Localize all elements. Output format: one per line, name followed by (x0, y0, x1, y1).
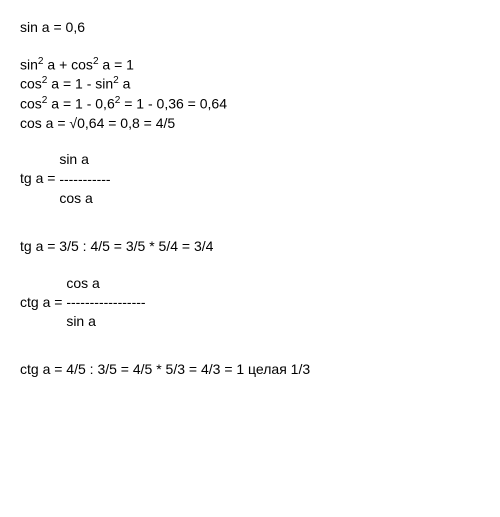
tan-def-label: tg a = (20, 169, 59, 188)
spacer (20, 207, 480, 237)
tan-def-denominator: cos a (59, 188, 92, 207)
spacer (20, 330, 480, 360)
given-line: sin a = 0,6 (20, 18, 480, 37)
tan-calc-line: tg a = 3/5 : 4/5 = 3/5 * 5/4 = 3/4 (20, 237, 480, 256)
cot-def-divider: ----------------- (66, 293, 145, 311)
spacer (20, 256, 480, 274)
identity-line: sin2 a + cos2 a = 1 (20, 55, 480, 75)
tan-def-numerator: sin a (59, 150, 89, 169)
cot-def-numerator: cos a (66, 274, 99, 293)
cos2-calc-line: cos2 a = 1 - 0,62 = 1 - 0,36 = 0,64 (20, 94, 480, 114)
cot-def-label: ctg a = (20, 293, 66, 312)
tan-def-divider: ----------- (59, 170, 110, 188)
tan-definition: tg a = sin a ----------- cos a (20, 150, 480, 207)
cot-def-denominator: sin a (66, 311, 96, 330)
cos-result-line: cos a = √0,64 = 0,8 = 4/5 (20, 114, 480, 133)
cos2-expr-line: cos2 a = 1 - sin2 a (20, 74, 480, 94)
cot-definition: ctg a = cos a ----------------- sin a (20, 274, 480, 331)
cot-calc-line: ctg a = 4/5 : 3/5 = 4/5 * 5/3 = 4/3 = 1 … (20, 360, 480, 379)
tan-fraction: sin a ----------- cos a (59, 150, 110, 207)
spacer (20, 132, 480, 150)
spacer (20, 37, 480, 55)
cot-fraction: cos a ----------------- sin a (66, 274, 145, 331)
